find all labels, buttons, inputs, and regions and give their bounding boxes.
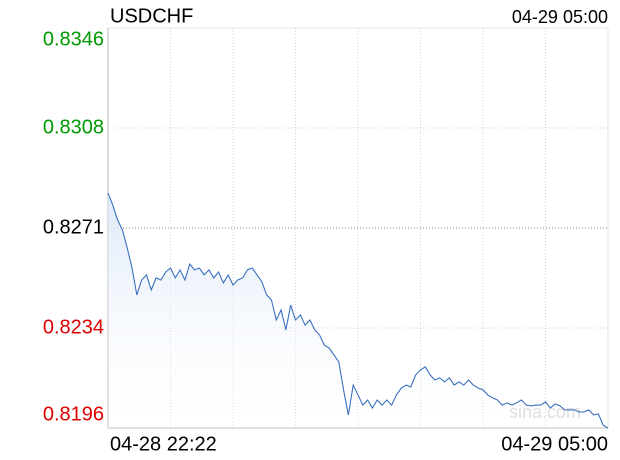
x-tick-label: 04-28 22:22 [110,433,217,455]
price-line [107,192,609,429]
area [108,193,608,428]
y-tick-label: 0.8346 [43,28,104,50]
y-tick-label: 0.8196 [43,403,104,425]
x-tick-label: 04-29 05:00 [501,433,608,455]
y-tick-label: 0.8308 [43,116,104,138]
date-label: 04-29 05:00 [512,7,608,27]
y-tick-label: 0.8234 [43,316,104,338]
y-tick-label: 0.8271 [43,216,104,238]
chart-title: USDCHF [110,5,193,27]
